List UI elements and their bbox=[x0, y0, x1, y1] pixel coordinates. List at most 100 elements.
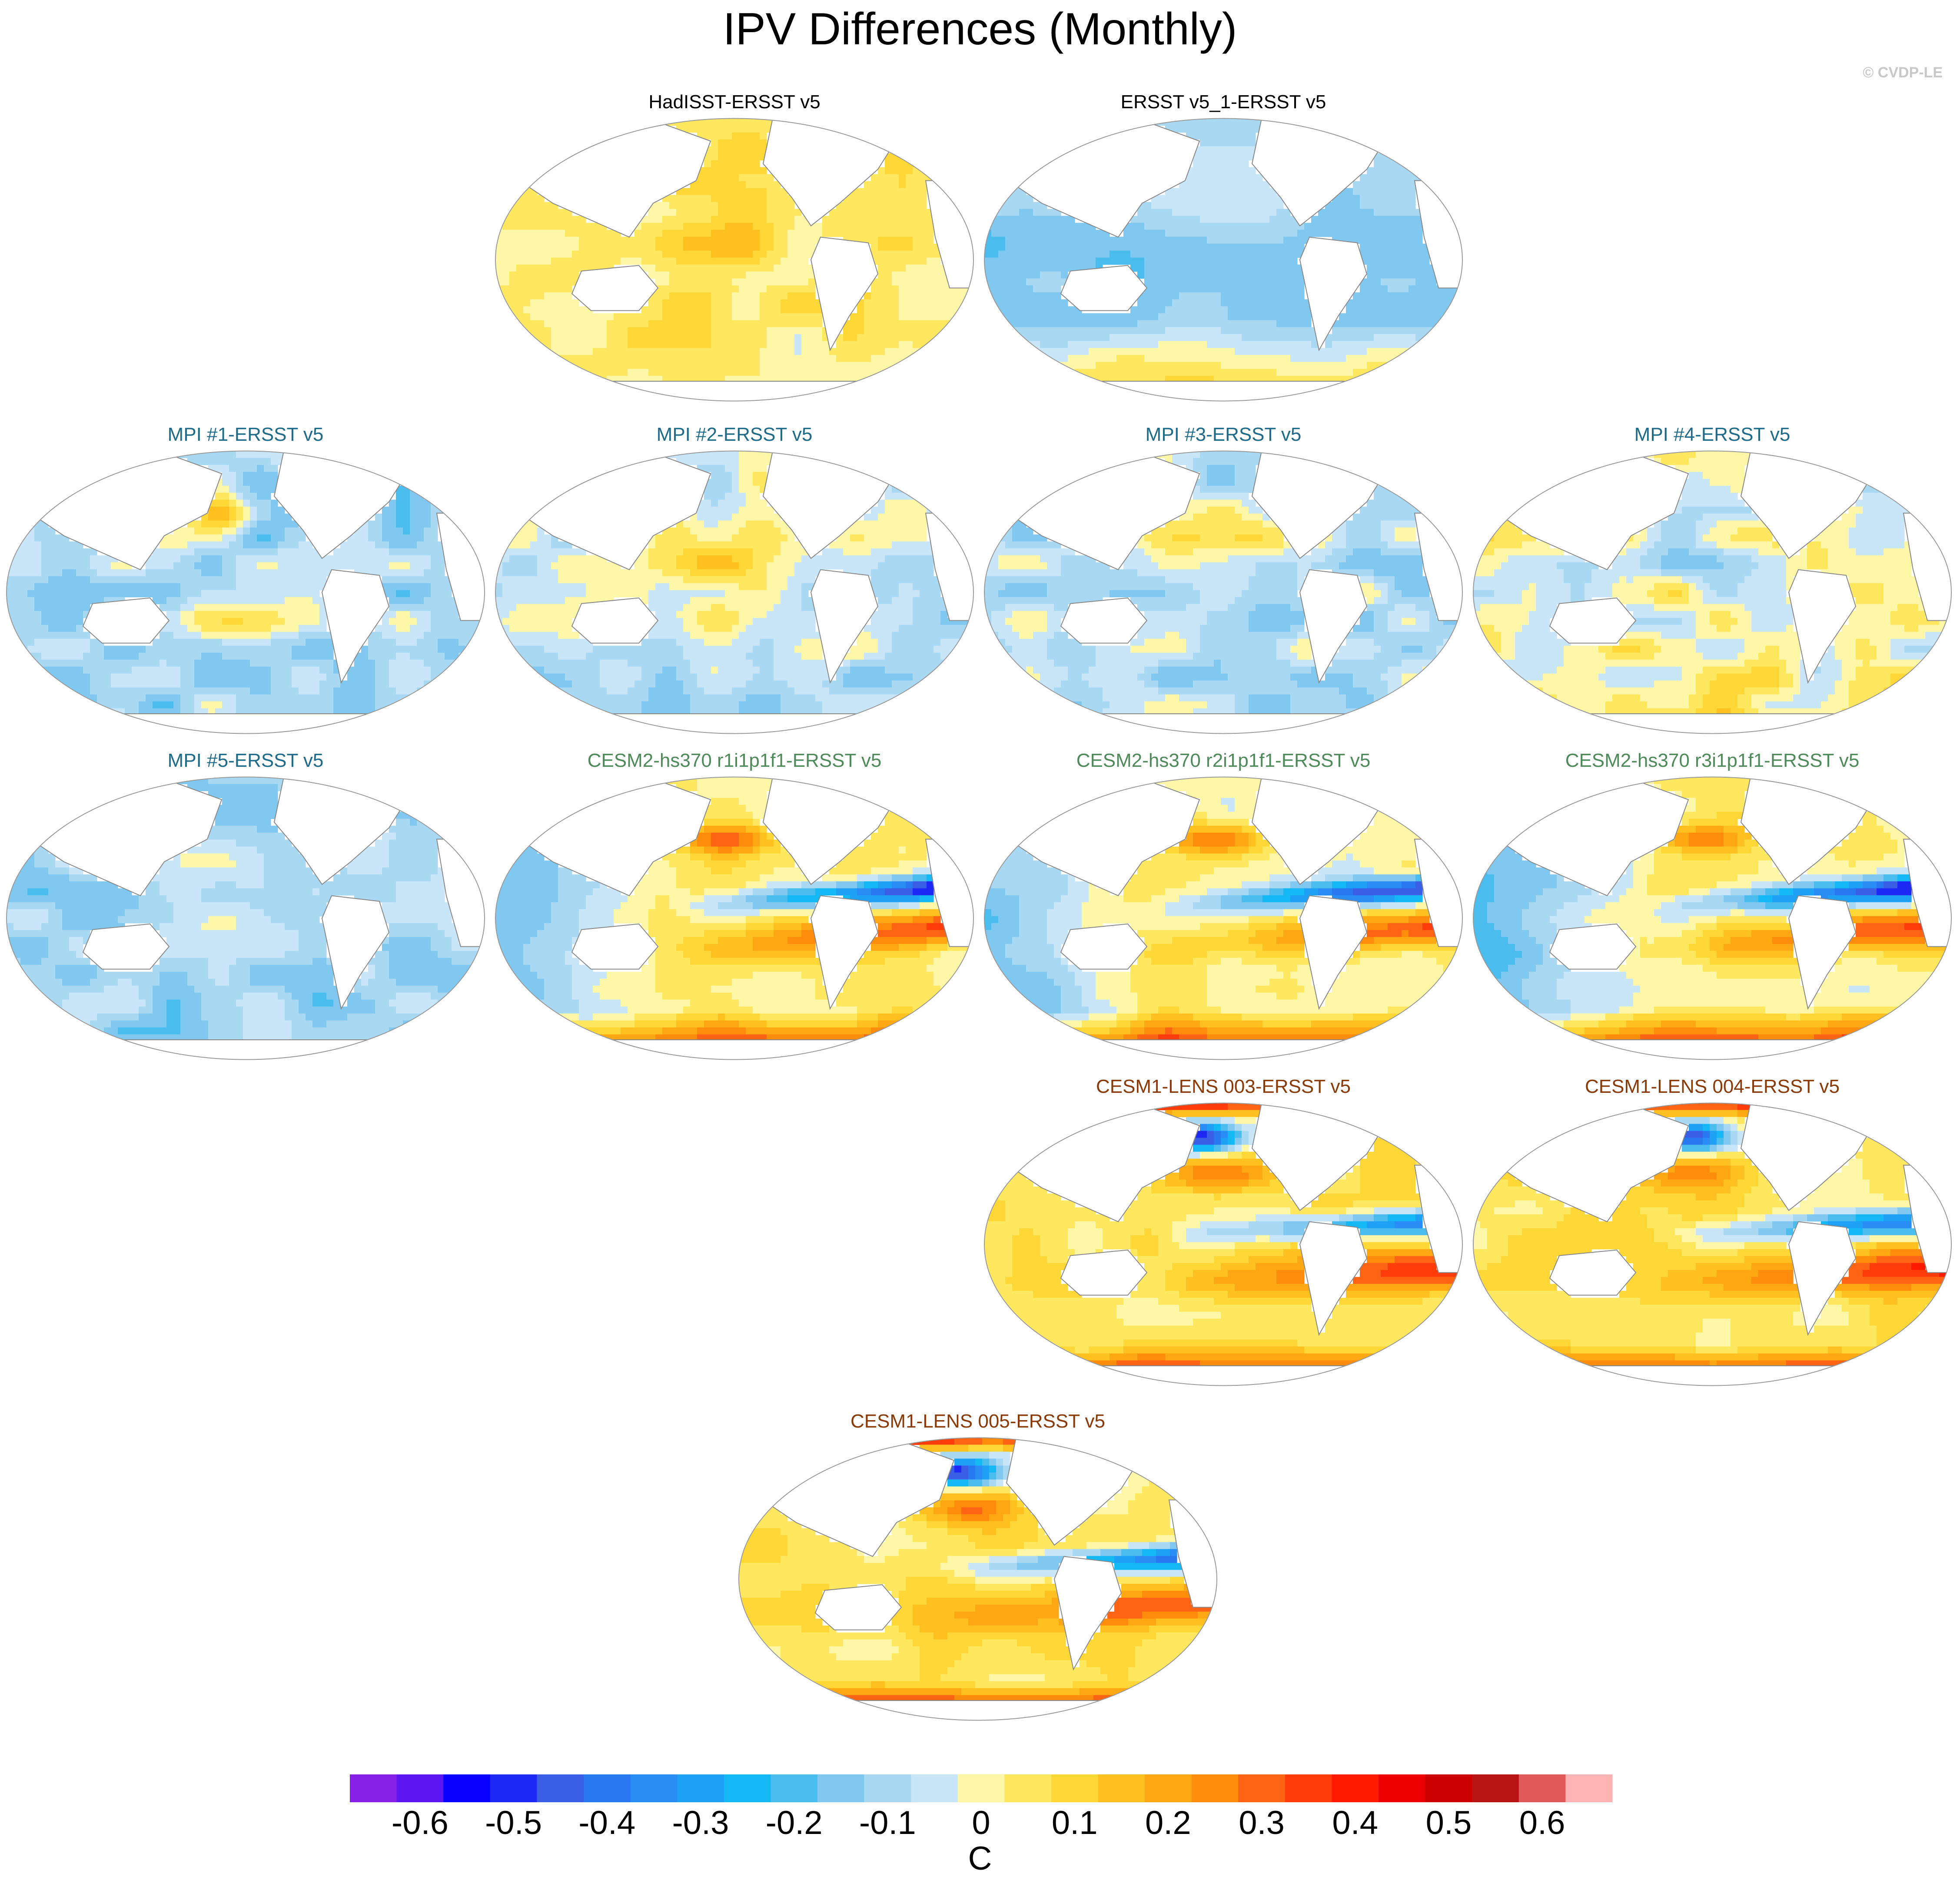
field-cell bbox=[1249, 306, 1256, 314]
map-panel: ERSST v5_1-ERSST v5 bbox=[980, 89, 1467, 404]
field-cell bbox=[1012, 250, 1020, 258]
field-cell bbox=[739, 160, 746, 168]
field-cell bbox=[746, 369, 753, 376]
field-cell bbox=[1026, 250, 1033, 258]
field-cell bbox=[1388, 292, 1395, 300]
field-cell bbox=[933, 299, 941, 307]
field-cell bbox=[250, 625, 257, 632]
field-cell bbox=[732, 188, 739, 196]
field-cell bbox=[1290, 271, 1298, 279]
field-cell bbox=[781, 264, 788, 272]
field-cell bbox=[1429, 306, 1437, 314]
field-cell bbox=[1033, 230, 1040, 237]
field-cell bbox=[1214, 243, 1221, 251]
field-cell bbox=[753, 292, 760, 300]
field-cell bbox=[1304, 369, 1312, 376]
field-cell bbox=[1304, 313, 1312, 321]
field-cell bbox=[1054, 376, 1061, 383]
field-cell bbox=[1242, 257, 1249, 265]
field-cell bbox=[704, 250, 711, 258]
field-cell bbox=[984, 153, 992, 161]
field-cell bbox=[864, 216, 871, 223]
field-cell bbox=[808, 299, 816, 307]
field-cell bbox=[725, 257, 732, 265]
field-cell bbox=[472, 486, 480, 493]
field-cell bbox=[1304, 334, 1312, 342]
field-cell bbox=[1130, 236, 1138, 244]
field-cell bbox=[1110, 334, 1117, 342]
field-cell bbox=[1012, 313, 1020, 321]
field-cell bbox=[1228, 181, 1235, 189]
field-cell bbox=[739, 278, 746, 286]
field-cell bbox=[62, 618, 70, 626]
field-cell bbox=[725, 348, 732, 356]
field-cell bbox=[306, 562, 313, 570]
field-cell bbox=[1450, 369, 1458, 376]
field-cell bbox=[1061, 223, 1068, 230]
field-cell bbox=[250, 506, 257, 514]
field-cell bbox=[1297, 292, 1305, 300]
field-cell bbox=[933, 278, 941, 286]
field-cell bbox=[1228, 250, 1235, 258]
field-cell bbox=[801, 341, 809, 349]
field-cell bbox=[417, 486, 424, 493]
field-cell bbox=[417, 604, 424, 612]
field-cell bbox=[947, 376, 955, 383]
field-cell bbox=[947, 174, 955, 182]
field-cell bbox=[375, 555, 382, 563]
field-cell bbox=[97, 555, 104, 563]
field-cell bbox=[1033, 271, 1040, 279]
field-cell bbox=[1123, 257, 1131, 265]
field-cell bbox=[1026, 271, 1033, 279]
field-cell bbox=[472, 499, 480, 507]
field-cell bbox=[403, 576, 410, 584]
field-cell bbox=[1214, 299, 1221, 307]
field-cell bbox=[697, 195, 704, 203]
field-cell bbox=[794, 209, 802, 216]
field-cell bbox=[593, 320, 600, 328]
field-cell bbox=[836, 341, 844, 349]
field-cell bbox=[1172, 257, 1179, 265]
field-cell bbox=[1110, 313, 1117, 321]
field-cell bbox=[669, 320, 677, 328]
field-cell bbox=[836, 230, 844, 237]
field-cell bbox=[794, 285, 802, 293]
field-cell bbox=[572, 327, 579, 335]
field-cell bbox=[389, 555, 396, 563]
field-cell bbox=[1186, 299, 1193, 307]
field-cell bbox=[20, 618, 28, 626]
field-cell bbox=[864, 195, 871, 203]
field-cell bbox=[1179, 257, 1186, 265]
field-cell bbox=[159, 541, 167, 549]
field-cell bbox=[83, 569, 90, 577]
field-cell bbox=[1061, 250, 1068, 258]
field-cell bbox=[1415, 292, 1423, 300]
field-cell bbox=[445, 479, 452, 486]
field-cell bbox=[878, 243, 885, 251]
field-cell bbox=[104, 562, 111, 570]
field-cell bbox=[264, 451, 271, 459]
field-cell bbox=[794, 264, 802, 272]
field-cell bbox=[76, 548, 83, 556]
field-cell bbox=[843, 348, 850, 356]
field-cell bbox=[899, 362, 906, 369]
field-cell bbox=[864, 202, 871, 210]
field-cell bbox=[1269, 236, 1277, 244]
field-cell bbox=[732, 174, 739, 182]
field-cell bbox=[431, 548, 438, 556]
field-cell bbox=[1332, 348, 1339, 356]
field-cell bbox=[243, 493, 250, 500]
field-cell bbox=[913, 334, 920, 342]
field-cell bbox=[1123, 243, 1131, 251]
field-cell bbox=[927, 278, 934, 286]
field-cell bbox=[1047, 306, 1054, 314]
field-cell bbox=[704, 264, 711, 272]
field-cell bbox=[312, 611, 320, 619]
field-cell bbox=[1381, 250, 1388, 258]
field-cell bbox=[579, 236, 586, 244]
field-cell bbox=[920, 195, 927, 203]
field-cell bbox=[1151, 362, 1159, 369]
field-cell bbox=[593, 257, 600, 265]
field-cell bbox=[285, 562, 292, 570]
field-cell bbox=[1262, 250, 1270, 258]
